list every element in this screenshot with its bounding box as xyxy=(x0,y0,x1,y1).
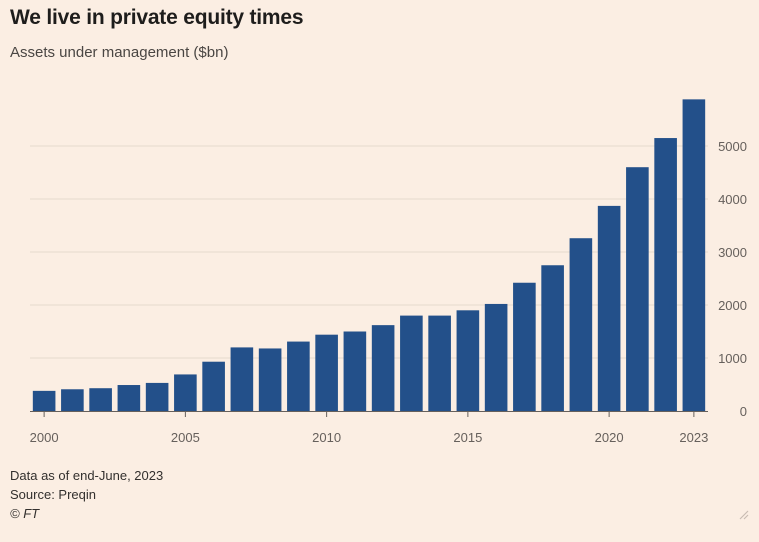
x-tick-label: 2000 xyxy=(30,430,59,445)
bar xyxy=(541,265,564,411)
chart-subtitle: Assets under management ($bn) xyxy=(10,44,229,61)
x-tick-label: 2015 xyxy=(453,430,482,445)
bar xyxy=(145,382,169,411)
y-tick-label: 5000 xyxy=(718,139,747,154)
bar xyxy=(32,390,56,411)
bar xyxy=(174,374,197,411)
y-tick-label: 1000 xyxy=(718,351,747,366)
resize-grip-icon[interactable] xyxy=(737,508,749,520)
bar xyxy=(202,361,225,411)
bar xyxy=(61,389,84,411)
bar xyxy=(428,315,451,411)
bar xyxy=(513,282,536,411)
bar xyxy=(89,388,112,411)
bar xyxy=(682,99,706,412)
bar xyxy=(258,348,282,411)
bar xyxy=(654,138,677,412)
bar xyxy=(230,347,254,411)
bar xyxy=(400,315,423,411)
bar xyxy=(315,334,338,411)
y-tick-label: 3000 xyxy=(718,245,747,260)
y-tick-label: 2000 xyxy=(718,298,747,313)
source-note: Source: Preqin xyxy=(10,487,96,502)
y-tick-label: 0 xyxy=(740,404,747,419)
x-tick-label: 2010 xyxy=(312,430,341,445)
bar xyxy=(117,385,141,411)
bar xyxy=(484,303,508,411)
bar xyxy=(569,238,593,411)
y-tick-label: 4000 xyxy=(718,192,747,207)
bar xyxy=(626,167,649,411)
x-tick-label: 2005 xyxy=(171,430,200,445)
bar xyxy=(371,325,395,411)
data-note: Data as of end-June, 2023 xyxy=(10,468,164,483)
x-tick-label: 2023 xyxy=(679,430,708,445)
bar-chart: 0 1000 2000 3000 4000 5000 2000 2005 2010 2015 202… xyxy=(30,99,747,445)
bar xyxy=(456,310,480,411)
bar xyxy=(597,205,621,411)
bar xyxy=(343,331,367,411)
x-tick-label: 2020 xyxy=(595,430,624,445)
bar xyxy=(287,341,310,411)
chart-title: We live in private equity times xyxy=(10,6,304,29)
ft-credit: © FT xyxy=(10,506,40,521)
